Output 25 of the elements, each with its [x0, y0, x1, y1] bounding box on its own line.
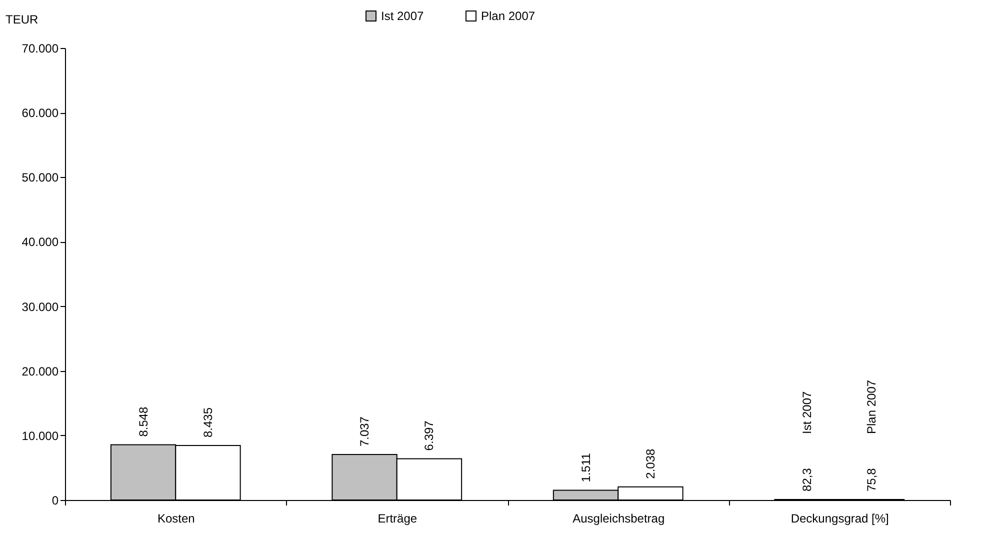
annotation: Plan 2007	[864, 380, 879, 434]
x-tick-label: Erträge	[378, 512, 418, 526]
data-label: 8.548	[136, 406, 150, 437]
data-label: 8.435	[200, 407, 215, 438]
data-label: 7.037	[358, 416, 372, 447]
y-tick-label: 20.000	[22, 364, 59, 378]
x-tick-label: Ausgleichsbetrag	[572, 512, 665, 526]
y-tick-label: 60.000	[22, 106, 59, 120]
annotation: Ist 2007	[800, 390, 814, 434]
legend-label: Plan 2007	[481, 9, 536, 23]
x-tick-label: Deckungsgrad [%]	[790, 512, 889, 526]
x-tick-label: Kosten	[157, 512, 195, 526]
data-label: 1.511	[578, 452, 593, 482]
data-label: 82,3	[800, 468, 814, 492]
y-tick-label: 40.000	[22, 235, 59, 250]
data-label: 75,8	[864, 468, 879, 492]
y-tick-label: 30.000	[22, 300, 59, 314]
legend-label: Ist 2007	[381, 9, 424, 23]
y-tick-label: 70.000	[22, 42, 59, 56]
data-label: 2.038	[643, 448, 658, 479]
data-label: 6.397	[422, 420, 436, 451]
y-axis-title: TEUR	[6, 12, 38, 26]
y-tick-label: 0	[52, 494, 59, 508]
y-tick-label: 50.000	[22, 170, 59, 185]
y-tick-label: 10.000	[22, 428, 59, 443]
